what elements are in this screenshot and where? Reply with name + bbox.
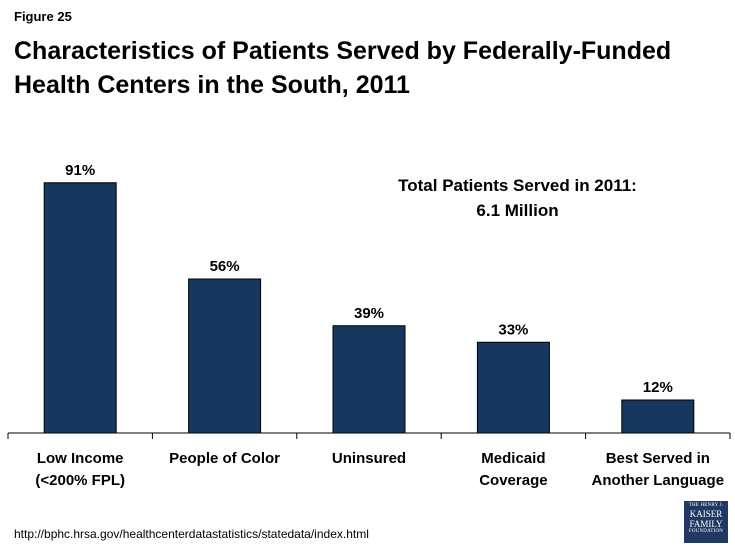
- category-label-2: People of Color: [169, 450, 280, 467]
- data-label-4: 33%: [498, 321, 528, 338]
- total-patients-annotation: Total Patients Served in 2011: 6.1 Milli…: [375, 173, 660, 223]
- data-label-5: 12%: [643, 379, 673, 396]
- bar-3: [332, 325, 406, 434]
- category-label-1: Low Income (<200% FPL): [35, 450, 125, 489]
- category-label-3: Uninsured: [332, 450, 406, 467]
- logo-bottom-text: FOUNDATION: [688, 529, 724, 534]
- bar-4: [476, 341, 550, 434]
- logo-line-2: FAMILY: [689, 519, 723, 529]
- category-label-4: Medicaid Coverage: [479, 450, 547, 489]
- logo-top-text: THE HENRY J.: [688, 503, 724, 508]
- source-url: http://bphc.hrsa.gov/healthcenterdatasta…: [14, 527, 369, 541]
- data-label-2: 56%: [210, 258, 240, 275]
- bar-2: [188, 278, 262, 434]
- data-label-1: 91%: [65, 162, 95, 179]
- chart-title-line-2: Health Centers in the South, 2011: [14, 71, 410, 99]
- figure-label: Figure 25: [14, 9, 72, 24]
- data-label-3: 39%: [354, 305, 384, 322]
- kff-logo: THE HENRY J. KAISER FAMILY FOUNDATION: [684, 501, 728, 543]
- annotation-line-2: 6.1 Million: [476, 201, 559, 220]
- category-label-5: Best Served in Another Language: [592, 450, 725, 489]
- chart-title-line-1: Characteristics of Patients Served by Fe…: [14, 37, 672, 65]
- bar-5: [621, 399, 695, 434]
- annotation-line-1: Total Patients Served in 2011:: [398, 176, 637, 195]
- logo-line-1: KAISER: [689, 509, 723, 519]
- chart-title: Characteristics of Patients Served by Fe…: [14, 34, 714, 102]
- bar-1: [43, 182, 117, 434]
